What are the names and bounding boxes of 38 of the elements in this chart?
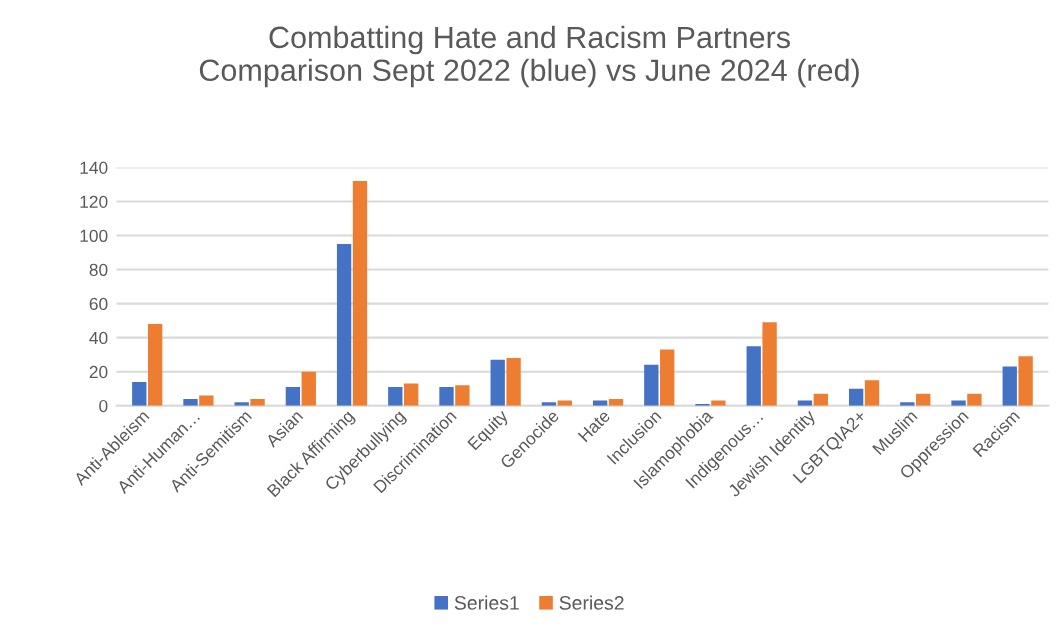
bar [864, 380, 880, 406]
bar [336, 244, 352, 406]
y-tick-label: 120 [80, 195, 108, 208]
bar [1018, 356, 1033, 406]
bar [967, 393, 982, 406]
bar [404, 383, 419, 406]
bar [813, 393, 828, 406]
bar [490, 359, 505, 406]
bar [388, 387, 403, 406]
bar [439, 387, 454, 406]
bar [455, 385, 470, 406]
y-tick-label: 40 [89, 331, 108, 345]
bar [132, 381, 147, 406]
bar [199, 395, 214, 406]
y-tick-label: 100 [80, 229, 108, 242]
bar [506, 358, 521, 406]
bar [147, 324, 163, 406]
y-tick-label: 20 [89, 365, 108, 379]
bar [848, 388, 864, 406]
y-tick-label: 0 [99, 399, 108, 413]
bar [352, 181, 368, 406]
bar [1002, 366, 1017, 406]
bar [644, 364, 659, 406]
bar [916, 393, 931, 406]
y-tick-label: 60 [89, 297, 108, 311]
legend-label: Series2 [559, 595, 624, 610]
bar [183, 398, 198, 406]
chart-title: Combatting Hate and Racism Partners Comparison Sept 2022 (blue) vs June 2024 (red) [199, 25, 859, 88]
y-tick-label: 140 [80, 161, 108, 174]
bar [285, 387, 301, 406]
bar [746, 346, 761, 406]
y-tick-label: 80 [89, 263, 108, 277]
bar [301, 371, 316, 406]
legend-label: Series1 [454, 595, 519, 610]
bar [660, 349, 675, 406]
bar [762, 322, 777, 406]
bar [250, 398, 265, 406]
bar [900, 402, 915, 406]
